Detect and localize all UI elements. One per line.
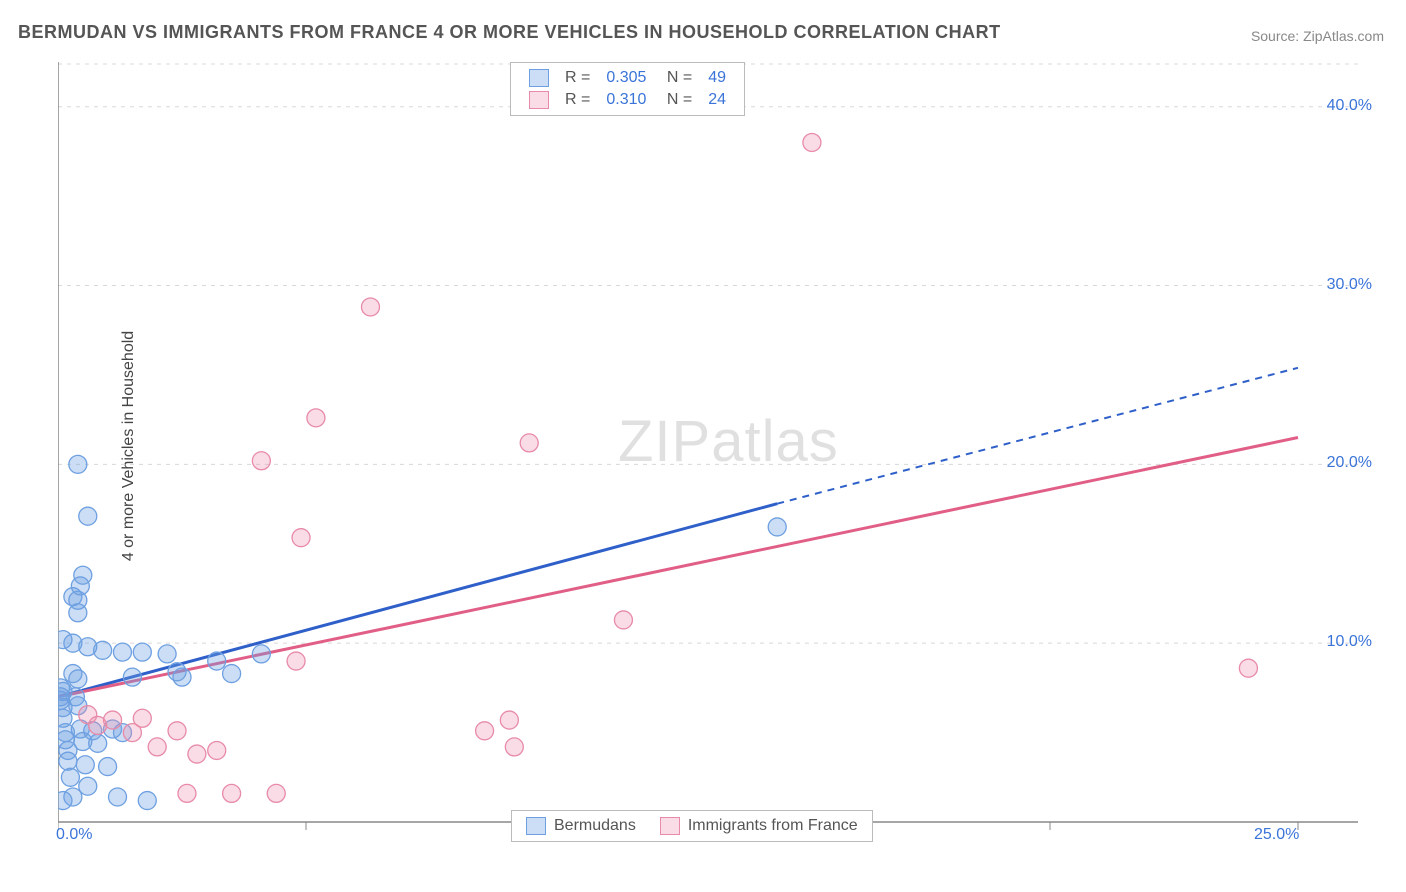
legend-n-value-1: 49 — [700, 67, 734, 89]
swatch-series-2 — [660, 817, 680, 835]
legend-n-label: N = — [654, 89, 700, 111]
legend-r-value-2: 0.310 — [598, 89, 654, 111]
y-tick-label: 40.0% — [1327, 97, 1372, 115]
x-tick-label: 0.0% — [56, 826, 92, 844]
legend-n-label: N = — [654, 67, 700, 89]
swatch-series-1 — [526, 817, 546, 835]
series-name-2: Immigrants from France — [688, 817, 858, 835]
y-tick-label: 30.0% — [1327, 276, 1372, 294]
correlation-legend: R = 0.305 N = 49 R = 0.310 N = 24 — [510, 62, 745, 116]
legend-r-label: R = — [557, 89, 598, 111]
legend-row-series-1: R = 0.305 N = 49 — [521, 67, 734, 89]
y-tick-label: 20.0% — [1327, 454, 1372, 472]
x-tick-label: 25.0% — [1254, 826, 1299, 844]
legend-item-2: Immigrants from France — [660, 817, 858, 835]
legend-row-series-2: R = 0.310 N = 24 — [521, 89, 734, 111]
y-tick-label: 10.0% — [1327, 633, 1372, 651]
legend-n-value-2: 24 — [700, 89, 734, 111]
source-label: Source: ZipAtlas.com — [1251, 28, 1384, 44]
legend-item-1: Bermudans — [526, 817, 636, 835]
legend-r-value-1: 0.305 — [598, 67, 654, 89]
swatch-series-1 — [529, 69, 549, 87]
series-name-1: Bermudans — [554, 817, 636, 835]
plot-area: ZIPatlas R = 0.305 N = 49 R = 0.310 N = … — [58, 62, 1378, 842]
scatter-chart — [58, 62, 1378, 842]
chart-title: BERMUDAN VS IMMIGRANTS FROM FRANCE 4 OR … — [18, 22, 1001, 43]
series-legend: Bermudans Immigrants from France — [511, 810, 873, 842]
swatch-series-2 — [529, 91, 549, 109]
legend-r-label: R = — [557, 67, 598, 89]
